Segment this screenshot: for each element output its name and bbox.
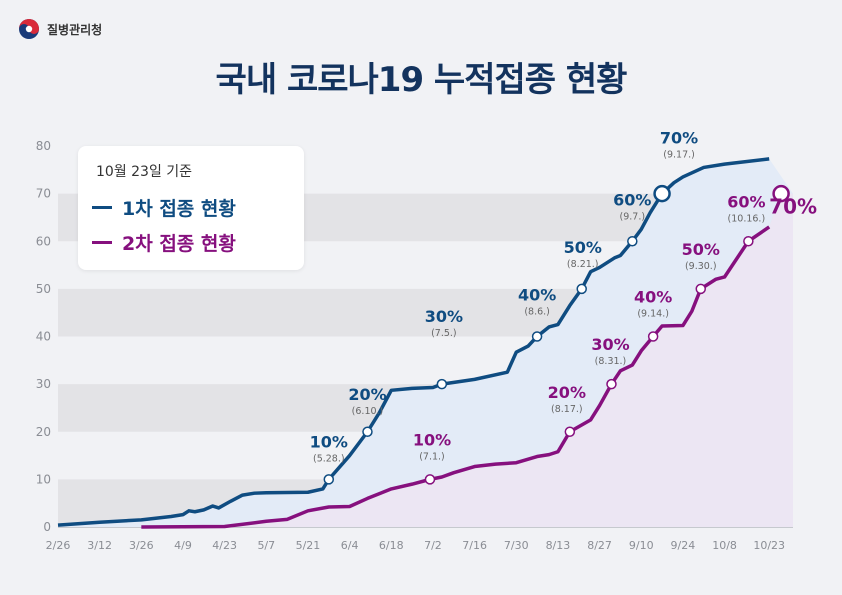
first-date-label-1: (5.28.) <box>313 453 345 464</box>
y-axis-ticks: 0 10 20 30 40 50 60 70 80 <box>36 139 51 534</box>
first-pct-label-7: 70% <box>660 129 698 148</box>
second-pct-label-3: 30% <box>591 335 629 354</box>
x-tick-label: 10/23 <box>753 539 785 552</box>
legend-item-first: 1차 접종 현황 <box>92 194 236 221</box>
first-date-label-2: (6.10.) <box>352 406 384 417</box>
second-date-label-4: (9.14.) <box>637 309 669 320</box>
second-date-label-5: (9.30.) <box>685 261 717 272</box>
first-pct-label-5: 50% <box>564 238 602 257</box>
first-pct-label-4: 40% <box>518 286 556 305</box>
first-date-label-3: (7.5.) <box>431 328 457 339</box>
second-pct-label-6: 60% <box>727 192 765 211</box>
second-pct-label-4: 40% <box>634 288 672 307</box>
x-tick-label: 5/7 <box>257 539 275 552</box>
second-dose-line <box>141 225 771 529</box>
y-tick-label: 0 <box>43 520 51 534</box>
x-tick-label: 6/4 <box>341 539 359 552</box>
x-tick-label: 7/2 <box>424 539 442 552</box>
second-pct-label-1: 10% <box>413 430 451 449</box>
first-pct-label-6: 60% <box>613 190 651 209</box>
legend-item-second: 2차 접종 현황 <box>92 229 236 256</box>
first-marker-6 <box>627 236 638 247</box>
second-marker-1 <box>424 474 436 485</box>
legend-note: 10월 23일 기준 <box>96 164 193 180</box>
second-dose-area <box>141 193 794 527</box>
legend-swatch-second <box>92 241 112 244</box>
page-title: 국내 코로나19 누적접종 현황 <box>215 60 628 100</box>
second-date-label-1: (7.1.) <box>419 451 445 462</box>
legend-label-first: 1차 접종 현황 <box>122 198 236 220</box>
x-tick-label: 8/27 <box>587 539 612 552</box>
first-pct-label-1: 10% <box>310 432 348 451</box>
legend-swatch-first <box>92 206 112 209</box>
x-tick-label: 9/24 <box>671 539 696 552</box>
org-name: 질병관리청 <box>47 22 103 37</box>
x-tick-label: 4/23 <box>212 539 237 552</box>
y-tick-label: 80 <box>36 139 51 153</box>
first-pct-label-2: 20% <box>348 385 386 404</box>
y-tick-label: 60 <box>36 234 51 248</box>
first-pct-label-3: 30% <box>425 307 463 326</box>
x-tick-label: 9/10 <box>629 539 654 552</box>
second-marker-7 <box>772 184 790 203</box>
first-marker-7 <box>653 184 671 203</box>
org-header: 질병관리청 <box>18 18 102 40</box>
x-tick-label: 3/12 <box>87 539 112 552</box>
second-marker-4 <box>647 331 659 342</box>
first-marker-4 <box>531 331 543 342</box>
second-date-label-3: (8.31.) <box>595 356 627 367</box>
second-pct-label-5: 50% <box>682 240 720 259</box>
x-tick-label: 7/16 <box>462 539 487 552</box>
first-date-label-5: (8.21.) <box>567 259 599 270</box>
x-tick-label: 4/9 <box>174 539 192 552</box>
x-tick-label: 6/18 <box>379 539 404 552</box>
y-tick-label: 20 <box>36 425 51 439</box>
x-tick-label: 2/26 <box>46 539 71 552</box>
first-date-label-4: (8.6.) <box>524 307 550 318</box>
y-tick-label: 10 <box>36 472 51 486</box>
second-marker-6 <box>743 236 754 247</box>
y-tick-label: 30 <box>36 377 51 391</box>
x-tick-label: 3/26 <box>129 539 154 552</box>
second-date-label-6: (10.16.) <box>728 213 766 224</box>
x-tick-label: 5/21 <box>296 539 321 552</box>
first-marker-2 <box>362 426 373 437</box>
first-date-label-7: (9.17.) <box>663 150 695 161</box>
second-date-label-2: (8.17.) <box>551 404 583 415</box>
second-pct-label-2: 20% <box>548 383 586 402</box>
second-marker-2 <box>564 426 576 437</box>
legend-box: 10월 23일 기준 1차 접종 현황 2차 접종 현황 <box>78 146 304 270</box>
government-emblem-icon <box>19 19 39 39</box>
x-tick-label: 7/30 <box>504 539 529 552</box>
second-marker-5 <box>695 283 707 295</box>
x-axis-ticks: 2/26 3/12 3/26 4/9 4/23 5/7 5/21 6/4 6/18 7/2 7/16… <box>46 526 793 552</box>
y-tick-label: 50 <box>36 282 51 296</box>
first-date-label-6: (9.7.) <box>620 211 646 222</box>
y-tick-label: 40 <box>36 330 51 344</box>
first-marker-5 <box>576 283 587 295</box>
x-tick-label: 10/8 <box>712 539 737 552</box>
second-marker-3 <box>606 378 617 390</box>
second-pct-label-7: 70% <box>769 195 817 219</box>
legend-label-second: 2차 접종 현황 <box>122 233 236 255</box>
y-tick-label: 70 <box>36 187 51 201</box>
milestone-markers: 10% (5.28.) 20% (6.10.) 30% (7.5.) 40% (8.6.) 50… <box>310 129 817 485</box>
first-marker-1 <box>323 474 335 485</box>
x-tick-label: 8/13 <box>546 539 571 552</box>
first-marker-3 <box>436 378 448 390</box>
